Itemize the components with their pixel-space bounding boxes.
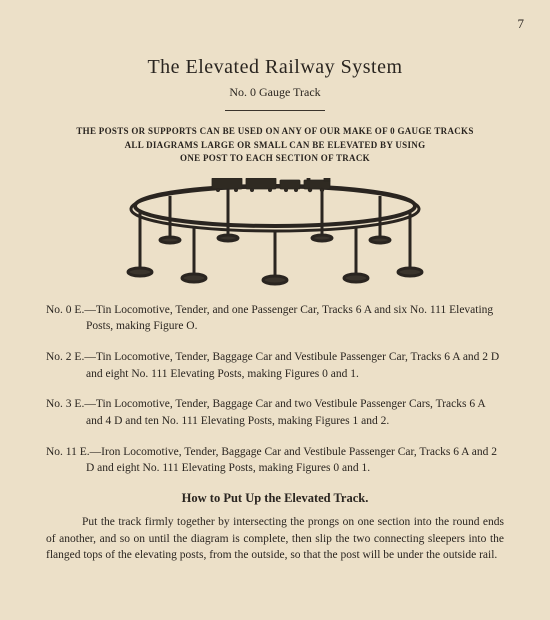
item-label: No. 11 E.— <box>46 446 101 458</box>
catalog-item: No. 0 E.—Tin Locomotive, Tender, and one… <box>46 302 504 335</box>
item-label: No. 3 E.— <box>46 398 96 410</box>
catalog-item: No. 2 E.—Tin Locomotive, Tender, Baggage… <box>46 349 504 382</box>
caps-line: ALL DIAGRAMS LARGE OR SMALL CAN BE ELEVA… <box>42 139 508 153</box>
page-number: 7 <box>518 16 525 32</box>
item-text: Tin Locomotive, Tender, and one Passenge… <box>86 304 493 333</box>
elevated-track-illustration <box>110 178 440 286</box>
title-rule <box>225 110 325 111</box>
catalog-item: No. 11 E.—Iron Locomotive, Tender, Bagga… <box>46 444 504 477</box>
item-label: No. 2 E.— <box>46 351 96 363</box>
caps-line: ONE POST TO EACH SECTION OF TRACK <box>42 152 508 166</box>
item-text: Tin Locomotive, Tender, Baggage Car and … <box>86 351 499 380</box>
caps-block: THE POSTS OR SUPPORTS CAN BE USED ON ANY… <box>42 125 508 166</box>
page-subtitle: No. 0 Gauge Track <box>42 85 508 100</box>
catalog-item: No. 3 E.—Tin Locomotive, Tender, Baggage… <box>46 396 504 429</box>
howto-body: Put the track firmly together by interse… <box>46 514 504 564</box>
item-label: No. 0 E.— <box>46 304 96 316</box>
caps-line: THE POSTS OR SUPPORTS CAN BE USED ON ANY… <box>42 125 508 139</box>
page-title: The Elevated Railway System <box>42 56 508 79</box>
item-text: Tin Locomotive, Tender, Baggage Car and … <box>86 398 485 427</box>
howto-title: How to Put Up the Elevated Track. <box>42 491 508 506</box>
item-text: Iron Locomotive, Tender, Baggage Car and… <box>86 446 497 475</box>
